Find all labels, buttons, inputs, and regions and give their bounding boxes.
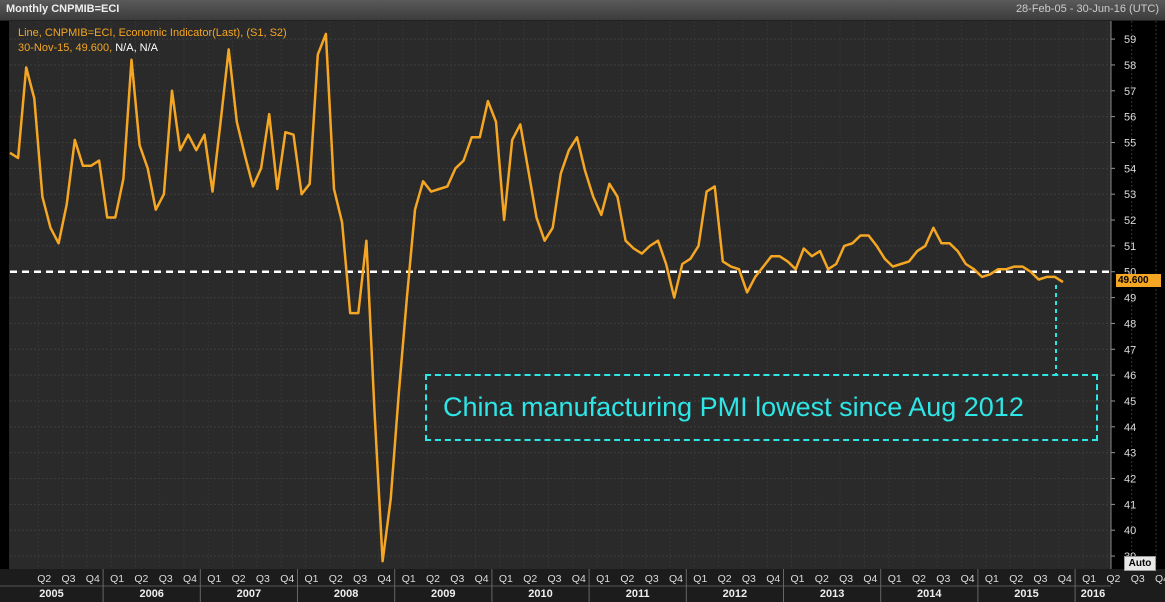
y-tick-label: 53 (1124, 189, 1136, 201)
y-tick-label: 55 (1124, 137, 1136, 149)
quarter-tick-label: Q3 (547, 573, 561, 585)
chart-title: Monthly CNPMIB=ECI (6, 3, 120, 15)
last-value-badge: 49.600 (1116, 274, 1161, 287)
quarter-tick-label: Q1 (596, 573, 610, 585)
auto-scale-button[interactable]: Auto (1124, 556, 1156, 571)
y-tick-label: 42 (1124, 474, 1136, 486)
quarter-tick-label: Q3 (645, 573, 659, 585)
quarter-tick-label: Q1 (304, 573, 318, 585)
y-tick-label: 51 (1124, 241, 1136, 253)
year-label: 2008 (334, 588, 358, 600)
quarter-tick-label: Q4 (183, 573, 197, 585)
year-label: 2012 (723, 588, 747, 600)
quarter-tick-label: Q2 (426, 573, 440, 585)
year-label: 2006 (139, 588, 163, 600)
y-tick-label: 46 (1124, 370, 1136, 382)
annotation-text: China manufacturing PMI lowest since Aug… (443, 392, 1024, 422)
quarter-tick-label: Q4 (863, 573, 877, 585)
year-label: 2011 (626, 588, 650, 600)
quarter-tick-label: Q2 (329, 573, 343, 585)
legend-line-2: 30-Nov-15, 49.600, N/A, N/A (18, 42, 158, 54)
legend-last-point: 30-Nov-15, 49.600, (18, 42, 113, 54)
quarter-tick-label: Q2 (1009, 573, 1023, 585)
quarter-tick-label: Q1 (693, 573, 707, 585)
plot-area (9, 21, 1111, 569)
quarter-tick-label: Q1 (110, 573, 124, 585)
quarter-tick-label: Q3 (450, 573, 464, 585)
year-label: 2014 (917, 588, 942, 600)
year-label: 2005 (39, 588, 63, 600)
year-label: 2010 (528, 588, 552, 600)
y-tick-label: 56 (1124, 112, 1136, 124)
year-label: 2016 (1081, 588, 1105, 600)
quarter-tick-label: Q2 (718, 573, 732, 585)
quarter-tick-label: Q4 (1155, 573, 1165, 585)
quarter-tick-label: Q1 (790, 573, 804, 585)
quarter-tick-label: Q2 (1106, 573, 1120, 585)
y-tick-label: 43 (1124, 448, 1136, 460)
y-tick-label: 58 (1124, 60, 1136, 72)
quarter-tick-label: Q3 (256, 573, 270, 585)
y-tick-label: 48 (1124, 318, 1136, 330)
quarter-tick-label: Q3 (1131, 573, 1145, 585)
quarter-tick-label: Q4 (1058, 573, 1072, 585)
quarter-tick-label: Q3 (1033, 573, 1047, 585)
quarter-tick-label: Q3 (353, 573, 367, 585)
quarter-tick-label: Q2 (37, 573, 51, 585)
quarter-tick-label: Q1 (888, 573, 902, 585)
quarter-tick-label: Q4 (669, 573, 683, 585)
quarter-tick-label: Q4 (280, 573, 294, 585)
quarter-tick-label: Q1 (499, 573, 513, 585)
y-tick-label: 57 (1124, 86, 1136, 98)
pmi-series-line (9, 32, 1064, 563)
y-tick-label: 47 (1124, 344, 1136, 356)
quarter-tick-label: Q2 (134, 573, 148, 585)
annotation-box: China manufacturing PMI lowest since Aug… (425, 374, 1098, 441)
y-tick-label: 45 (1124, 396, 1136, 408)
quarter-tick-label: Q3 (936, 573, 950, 585)
y-tick-label: 40 (1124, 525, 1136, 537)
quarter-tick-label: Q4 (961, 573, 975, 585)
y-tick-label: 54 (1124, 163, 1136, 175)
year-label: 2007 (237, 588, 261, 600)
quarter-tick-label: Q3 (742, 573, 756, 585)
year-label: 2009 (431, 588, 455, 600)
x-axis: Q2 Q3 Q4 Q1 Q2 Q3 Q4 Q1 Q2 Q3 Q4 Q1 Q2 Q3 Q4 Q1 Q2 Q3 Q4 Q1… (0, 569, 1165, 602)
legend-na: N/A, N/A (115, 42, 159, 54)
quarter-tick-label: Q2 (620, 573, 634, 585)
quarter-tick-label: Q4 (766, 573, 780, 585)
quarter-tick-label: Q1 (207, 573, 221, 585)
quarter-tick-label: Q4 (572, 573, 586, 585)
quarter-tick-label: Q2 (912, 573, 926, 585)
legend-line-1: Line, CNPMIB=ECI, Economic Indicator(Las… (18, 27, 287, 39)
quarter-tick-label: Q1 (1082, 573, 1096, 585)
quarter-tick-label: Q2 (232, 573, 246, 585)
date-range: 28-Feb-05 - 30-Jun-16 (UTC) (1015, 3, 1159, 15)
year-label: 2013 (820, 588, 844, 600)
y-axis: 3940414243444546474849505152535455565758… (1110, 21, 1136, 569)
quarter-tick-label: Q4 (86, 573, 100, 585)
quarter-tick-label: Q3 (159, 573, 173, 585)
quarter-tick-label: Q3 (61, 573, 75, 585)
y-tick-label: 59 (1124, 34, 1136, 46)
y-tick-label: 52 (1124, 215, 1136, 227)
y-tick-label: 41 (1124, 499, 1136, 511)
y-tick-label: 44 (1124, 422, 1136, 434)
year-label: 2015 (1014, 588, 1038, 600)
quarter-tick-label: Q2 (523, 573, 537, 585)
title-bar: Monthly CNPMIB=ECI 28-Feb-05 - 30-Jun-16… (0, 0, 1165, 21)
quarter-tick-label: Q1 (402, 573, 416, 585)
y-tick-label: 49 (1124, 293, 1136, 305)
quarter-tick-label: Q2 (815, 573, 829, 585)
quarter-tick-label: Q4 (377, 573, 391, 585)
quarter-tick-label: Q3 (839, 573, 853, 585)
quarter-tick-label: Q1 (985, 573, 999, 585)
quarter-tick-label: Q4 (475, 573, 489, 585)
